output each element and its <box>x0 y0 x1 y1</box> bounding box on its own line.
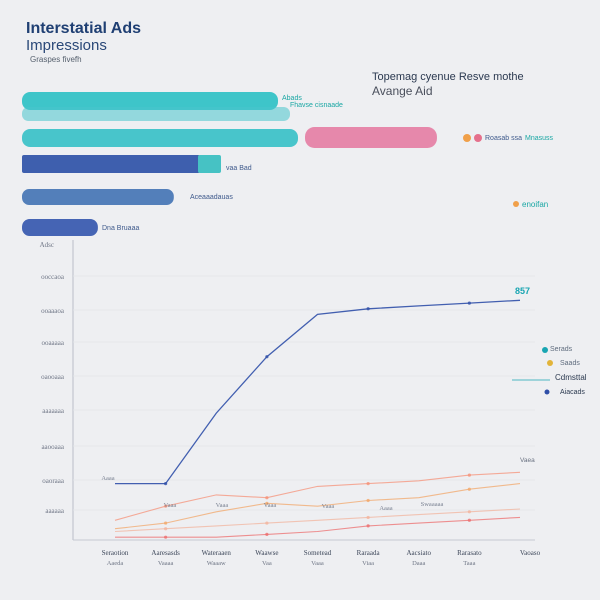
bar-2 <box>305 127 437 148</box>
series-line-1 <box>114 471 521 521</box>
annotation-1: Serads <box>550 346 573 353</box>
bar-label-6: Dna Bruaaa <box>102 225 139 232</box>
bar-title-line-2: Avange Aid <box>372 84 433 98</box>
legend-dot <box>542 347 548 353</box>
series-point-4 <box>366 515 370 520</box>
bar-3 <box>22 129 298 147</box>
series-point-1 <box>265 496 269 500</box>
series-point-1 <box>164 504 168 508</box>
chart-title: Interstatial Ads Impressions <box>26 20 141 54</box>
annotation-4: Aiacads <box>560 389 585 396</box>
inline-label: Vaaa <box>322 503 335 510</box>
x-tick-label: Seraotion <box>102 549 129 557</box>
series-line-4 <box>114 508 521 533</box>
bar-marker-dot <box>463 134 471 142</box>
y-tick-label: aaaaaaa <box>42 407 65 415</box>
x-sub-label: Vaaa <box>311 560 324 567</box>
series-point-0 <box>265 355 269 359</box>
series-point-3 <box>366 524 370 528</box>
y-tick-label: Adsc <box>40 241 54 249</box>
series-point-4 <box>467 510 471 514</box>
annotation-3: Cdmsttal <box>555 373 587 382</box>
inline-label: Swaaaaa <box>421 501 444 508</box>
annotation-5: Vaea <box>520 457 535 464</box>
series-point-4 <box>164 527 168 531</box>
inline-label: Aaaa <box>379 505 392 512</box>
bar-4 <box>22 155 200 173</box>
bar-label-2: Roasab ssa <box>485 135 522 142</box>
x-tick-label: Raraada <box>357 549 381 557</box>
bar-label-3: Mnasuss <box>525 135 554 142</box>
legend-dot <box>544 389 550 395</box>
bar-label-1: Fhavse cisnaade <box>290 102 343 109</box>
legend-dot <box>547 360 553 366</box>
series-point-3 <box>467 518 471 522</box>
y-tick-label: ooaaaoa <box>41 307 65 315</box>
bar-label-4: vaa Bad <box>226 165 252 172</box>
series-point-3 <box>164 535 168 539</box>
x-tick-label: Sometead <box>304 549 332 557</box>
inline-label: Vaaa <box>164 502 177 509</box>
series-point-2 <box>164 521 168 525</box>
annotation-2: Saads <box>560 360 580 367</box>
series-point-0 <box>467 301 471 305</box>
title-line-1: Interstatial Ads <box>26 20 141 37</box>
bar-1 <box>22 107 290 121</box>
series-point-0 <box>164 482 168 486</box>
side-label: enoifan <box>522 200 548 209</box>
y-tick-label: ooaaaaa <box>41 339 64 347</box>
x-tick-label: Rarasato <box>457 549 482 557</box>
title-line-2: Impressions <box>26 37 107 54</box>
y-tick-label: oaooaaa <box>41 373 65 381</box>
x-sub-label: Vaa <box>262 560 272 567</box>
x-sub-label: Viaa <box>362 560 374 567</box>
series-point-4 <box>265 521 269 525</box>
y-tick-label: ooccaoa <box>41 273 65 281</box>
x-sub-label: Daaa <box>412 560 425 567</box>
y-tick-label: oaoraaa <box>42 477 65 485</box>
bar-6 <box>22 219 98 236</box>
series-point-1 <box>467 473 471 477</box>
series-point-0 <box>366 307 370 311</box>
inline-label: Vaaa <box>216 502 229 509</box>
x-tick-label: Wateraaen <box>202 549 232 557</box>
y-tick-label: aaooaaa <box>41 443 64 451</box>
x-tick-label: Vaoaso <box>520 549 541 557</box>
series-point-3 <box>265 532 269 536</box>
inline-label: Aaaa <box>101 475 114 482</box>
series-line-3 <box>115 516 521 538</box>
bar-label-5: Aceaaadauas <box>190 194 233 201</box>
series-point-1 <box>366 482 370 486</box>
inline-label: Vaaa <box>264 502 277 509</box>
bar-5 <box>22 189 174 205</box>
bar-4-tail <box>198 155 221 173</box>
x-sub-label: Aaeda <box>107 560 124 567</box>
x-tick-label: Aacsiato <box>407 549 432 557</box>
x-sub-label: Vaaaa <box>158 560 174 567</box>
series-line-2 <box>114 483 521 530</box>
series-point-2 <box>467 487 471 491</box>
bar-chart-title: Topemag cyenue Resve mothe Avange Aid <box>372 70 524 98</box>
x-sub-label: Waaaw <box>207 560 226 567</box>
side-marker-dot <box>513 201 519 207</box>
annotation-0: 857 <box>515 286 530 296</box>
chart-subtitle: Graspes fivefh <box>30 55 82 64</box>
bar-marker-dot-2 <box>474 134 482 142</box>
series-line-0 <box>115 299 521 485</box>
series-point-2 <box>265 501 269 505</box>
x-tick-label: Waawse <box>255 549 278 557</box>
x-tick-label: Aaresasds <box>151 549 180 557</box>
bar-label-0: Abads <box>282 95 302 102</box>
y-tick-label: aaaaaa <box>45 507 65 515</box>
bar-0 <box>22 92 278 110</box>
x-sub-label: Taaa <box>463 560 475 567</box>
bar-title-line-1: Topemag cyenue Resve mothe <box>372 71 524 83</box>
series-point-2 <box>366 498 370 503</box>
